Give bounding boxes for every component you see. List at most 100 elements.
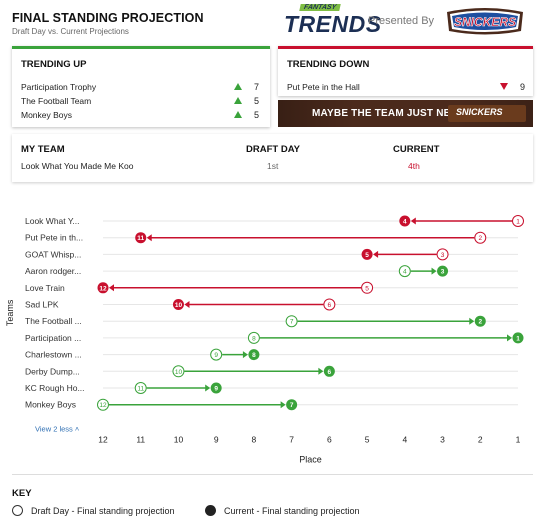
current-value-label: 11: [137, 235, 144, 242]
current-value-label: 8: [252, 352, 256, 359]
team-name: The Football Team: [21, 96, 92, 106]
x-tick-label: 7: [289, 435, 294, 445]
current-value-label: 12: [99, 285, 107, 292]
current-marker: [323, 365, 335, 377]
arrowhead: [242, 351, 248, 359]
snickers-logo: SNICKERS: [447, 8, 523, 35]
logo-top-text: FANTASY: [299, 4, 341, 11]
draft-marker: [285, 315, 298, 328]
my-team-header: MY TEAM: [21, 144, 65, 155]
draft-day-header: DRAFT DAY: [246, 144, 301, 155]
x-tick-label: 8: [252, 435, 257, 445]
draft-marker: [210, 348, 223, 361]
current-marker: [210, 382, 222, 394]
page-subtitle: Draft Day vs. Current Projections: [12, 27, 129, 36]
change-value: 7: [253, 82, 259, 92]
draft-marker: [361, 281, 374, 294]
draft-day-value: 1st: [267, 161, 279, 171]
current-value-label: 7: [290, 402, 294, 409]
current-value-label: 10: [175, 302, 183, 309]
team-label: Sad LPK: [25, 300, 59, 310]
current-value-label: 5: [365, 252, 369, 259]
current-header: CURRENT: [393, 144, 440, 155]
trending-up-row: The Football Team 5: [21, 96, 259, 108]
x-tick-label: 5: [365, 435, 370, 445]
current-marker: [97, 282, 109, 294]
draft-value-label: 2: [478, 235, 482, 242]
team-label: KC Rough Ho...: [25, 383, 85, 393]
draft-marker: [436, 248, 449, 261]
x-tick-label: 6: [327, 435, 332, 445]
draft-day-key-label: Draft Day - Final standing projection: [31, 506, 175, 516]
trending-up-title: TRENDING UP: [21, 59, 87, 70]
arrow-up-icon: [234, 111, 242, 118]
arrow-down-icon: [500, 83, 508, 90]
arrowhead: [507, 334, 512, 342]
trending-up-card: TRENDING UP Participation Trophy 7 The F…: [12, 46, 270, 127]
team-name: Participation Trophy: [21, 82, 97, 92]
draft-value-label: 9: [214, 352, 218, 359]
arrowhead: [146, 234, 152, 242]
page-title: FINAL STANDING PROJECTION: [12, 11, 204, 25]
fantasy-trends-logo: FANTASY TRENDS: [284, 4, 381, 40]
sponsor-banner[interactable]: MAYBE THE TEAM JUST NEEDS A SNICKERS: [278, 100, 533, 127]
candy-bar-label: SNICKERS: [456, 107, 503, 117]
team-label: The Football ...: [25, 316, 82, 326]
arrowhead: [184, 301, 190, 308]
trending-down-row: Put Pete in the Hall 9: [287, 82, 525, 94]
current-marker: [286, 399, 298, 411]
team-label: Put Pete in th...: [25, 233, 83, 243]
draft-value-label: 12: [99, 402, 107, 409]
x-tick-label: 1: [516, 435, 521, 445]
draft-value-label: 8: [252, 335, 256, 342]
current-marker: [248, 349, 260, 361]
arrowhead: [318, 367, 324, 375]
arrowhead: [469, 317, 475, 325]
team-name: Monkey Boys: [21, 110, 73, 120]
arrowhead: [109, 284, 114, 292]
team-label: Derby Dump...: [25, 366, 80, 376]
draft-value-label: 11: [137, 386, 144, 393]
draft-marker: [398, 265, 411, 278]
standing-projection-chart: Teams Look What Y... 1 4 Put Pete in th... 2 1…: [0, 200, 550, 470]
change-value: 9: [519, 82, 525, 92]
current-value-label: 6: [328, 369, 332, 376]
logo-main-text: TRENDS: [284, 11, 382, 37]
draft-value-label: 6: [328, 302, 332, 309]
draft-marker: [172, 365, 185, 378]
draft-value-label: 4: [403, 269, 407, 276]
my-team-name: Look What You Made Me Koo: [21, 161, 134, 171]
team-label: Aaron rodger...: [25, 266, 81, 276]
draft-value-label: 7: [290, 319, 294, 326]
draft-value-label: 3: [441, 252, 445, 259]
arrow-up-icon: [234, 97, 242, 104]
team-label: GOAT Whisp...: [25, 249, 81, 259]
header: FINAL STANDING PROJECTION Draft Day vs. …: [12, 4, 538, 42]
draft-marker: [134, 382, 147, 394]
draft-marker: [512, 215, 524, 227]
view-less-link[interactable]: View 2 less ˄: [35, 425, 79, 434]
trending-up-row: Participation Trophy 7: [21, 82, 259, 94]
arrowhead: [280, 401, 286, 409]
arrowhead: [373, 250, 379, 258]
draft-marker: [247, 331, 260, 344]
draft-value-label: 1: [516, 219, 520, 226]
key-title: KEY: [12, 488, 32, 499]
draft-value-label: 5: [365, 285, 369, 292]
x-tick-label: 3: [440, 435, 445, 445]
draft-marker: [323, 298, 336, 311]
presented-by: Presented By: [368, 15, 435, 27]
banner-text: MAYBE THE TEAM JUST NEEDS A: [312, 108, 482, 119]
my-team-card: MY TEAM DRAFT DAY CURRENT Look What You …: [12, 134, 533, 182]
current-marker: [172, 299, 184, 310]
team-label: Look What Y...: [25, 216, 80, 226]
current-marker: [474, 315, 486, 327]
current-key-label: Current - Final standing projection: [224, 506, 360, 516]
draft-marker: [474, 231, 487, 244]
trending-down-card: TRENDING DOWN Put Pete in the Hall 9: [278, 46, 533, 96]
current-marker: [437, 265, 449, 277]
chart-svg: Teams Look What Y... 1 4 Put Pete in th... 2 1…: [5, 215, 524, 465]
x-tick-label: 2: [478, 435, 483, 445]
team-label: Charlestown ...: [25, 350, 82, 360]
current-value-label: 2: [478, 319, 482, 326]
